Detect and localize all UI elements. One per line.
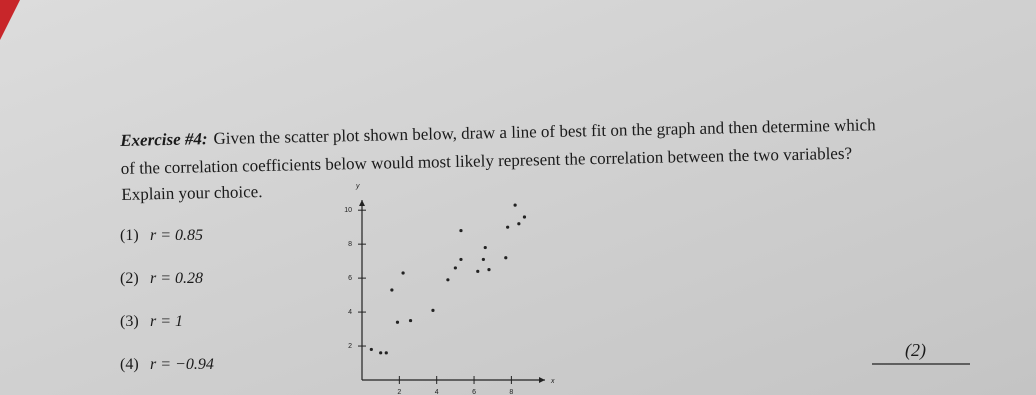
y-tick-label: 6 bbox=[348, 275, 352, 282]
x-axis-label: x bbox=[550, 378, 555, 385]
y-tick-label: 10 bbox=[344, 207, 352, 214]
y-tick-label: 2 bbox=[348, 343, 352, 350]
point bbox=[517, 222, 521, 226]
option-number: (1) bbox=[120, 227, 139, 244]
point bbox=[401, 271, 405, 275]
point bbox=[379, 351, 383, 355]
x-tick-label: 6 bbox=[472, 389, 476, 395]
option-number: (2) bbox=[120, 270, 139, 287]
option-expression: r = −0.94 bbox=[150, 356, 214, 373]
point bbox=[459, 257, 463, 262]
point bbox=[384, 351, 388, 355]
point bbox=[453, 266, 457, 270]
point bbox=[513, 203, 517, 207]
answer: (2) bbox=[905, 340, 926, 361]
point bbox=[506, 225, 510, 229]
point bbox=[390, 288, 394, 292]
option-expression: r = 1 bbox=[150, 313, 183, 330]
option-number: (3) bbox=[120, 313, 139, 330]
y-tick-label: 8 bbox=[348, 241, 352, 248]
point bbox=[476, 269, 480, 273]
option-number: (4) bbox=[120, 356, 139, 373]
x-tick-label: 2 bbox=[397, 389, 401, 395]
y-tick-label: 4 bbox=[348, 309, 352, 316]
point bbox=[446, 278, 450, 282]
point bbox=[504, 256, 508, 260]
point bbox=[481, 257, 485, 262]
point bbox=[395, 320, 400, 324]
point bbox=[487, 268, 491, 272]
options: (1) r = 0.85 (2) r = 0.28 (3) r = 1 (4) r = −0.… bbox=[120, 227, 214, 373]
point bbox=[369, 347, 373, 352]
point bbox=[522, 215, 527, 219]
point bbox=[408, 318, 413, 323]
x-tick-label: 8 bbox=[509, 389, 513, 395]
point bbox=[431, 308, 435, 312]
option-expression: r = 0.28 bbox=[150, 270, 203, 287]
exercise-label: Exercise #4: bbox=[119, 129, 208, 150]
point bbox=[459, 228, 463, 233]
scatter-plot: x y 2 4 6 8 10 2 4 6 8 bbox=[344, 183, 555, 395]
y-axis-label: y bbox=[355, 183, 360, 190]
x-arrow bbox=[539, 377, 545, 383]
x-tick-label: 4 bbox=[435, 389, 439, 395]
point bbox=[483, 245, 487, 250]
y-arrow bbox=[359, 200, 365, 206]
instruction-line: Explain your choice. bbox=[121, 182, 263, 204]
option-expression: r = 0.85 bbox=[150, 227, 203, 244]
